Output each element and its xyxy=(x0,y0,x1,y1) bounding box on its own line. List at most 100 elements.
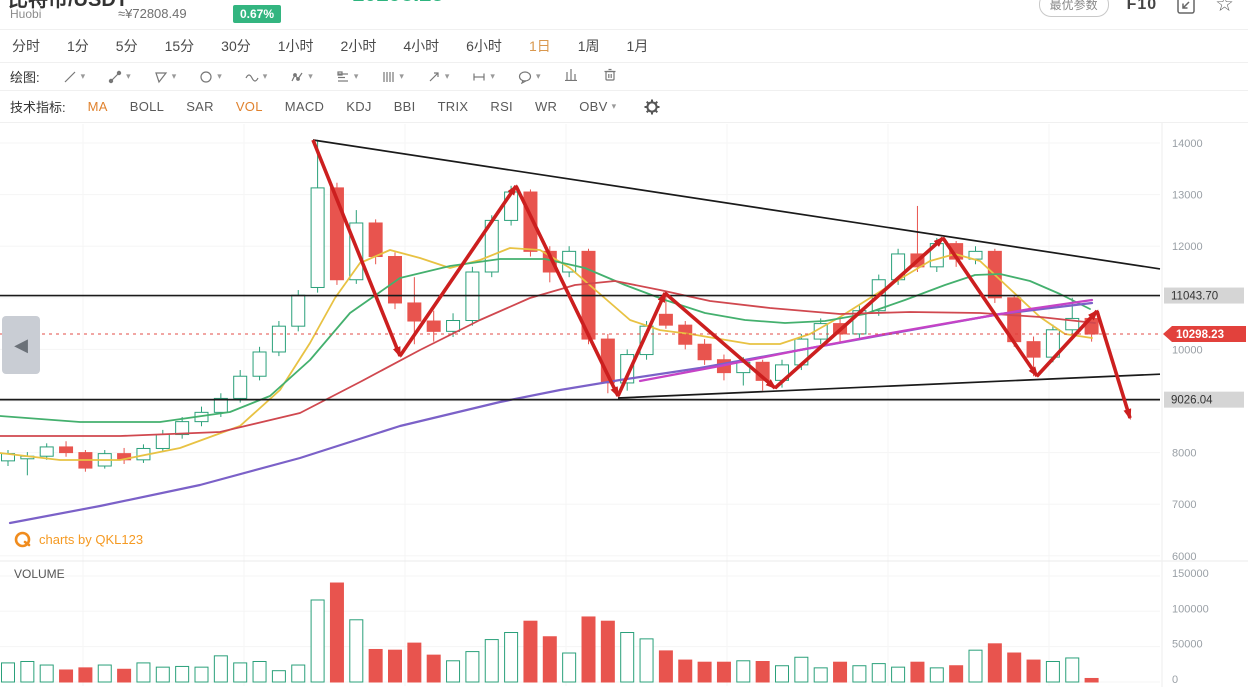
timeframe-tab-分时[interactable]: 分时 xyxy=(12,38,40,54)
svg-text:100000: 100000 xyxy=(1172,603,1209,615)
chevron-down-icon: ▾ xyxy=(217,71,222,81)
chevron-down-icon: ▾ xyxy=(126,71,131,81)
svg-text:7000: 7000 xyxy=(1172,499,1196,511)
svg-text:13000: 13000 xyxy=(1172,190,1203,202)
wave-tool[interactable]: ▾ xyxy=(238,70,275,84)
pair-title: 比特币/USDT xyxy=(8,0,128,11)
indicator-sar[interactable]: SAR xyxy=(186,99,214,114)
timeframe-tab-1月[interactable]: 1月 xyxy=(626,38,649,54)
line-tool[interactable]: ▾ xyxy=(56,70,93,84)
timeframe-tab-5分[interactable]: 5分 xyxy=(115,38,138,54)
svg-text:10298.23: 10298.23 xyxy=(1176,329,1224,341)
indicator-rsi[interactable]: RSI xyxy=(490,99,513,114)
ma-line-MA-long xyxy=(8,301,1094,525)
svg-text:50000: 50000 xyxy=(1172,639,1203,651)
ma-line-MA-slow xyxy=(0,280,1096,437)
svg-text:11043.70: 11043.70 xyxy=(1171,291,1218,303)
zigzag-arrow xyxy=(941,236,1039,378)
chart-area[interactable]: 14000 13000 12000 10000 8000 7000 6000 150000 10… xyxy=(0,123,1248,687)
f10-button[interactable]: F10 xyxy=(1126,0,1158,13)
chevron-down-icon: ▾ xyxy=(353,71,359,81)
favorite-star-icon[interactable]: ☆ xyxy=(1215,0,1234,16)
symbol-header: 比特币/USDT Huobi 10298.23 ≈¥72808.49 0.67%… xyxy=(0,0,1248,30)
zigzag-arrow xyxy=(1035,309,1099,378)
pan-left-handle[interactable]: ◀ xyxy=(2,316,40,374)
chevron-down-icon: ▾ xyxy=(535,71,541,81)
indicator-obv[interactable]: OBV ▾ xyxy=(579,99,617,114)
ma-line-MA-mid xyxy=(0,258,1091,423)
zigzag-arrow xyxy=(1095,310,1132,420)
timeframe-tab-1周[interactable]: 1周 xyxy=(577,38,600,54)
svg-text:6000: 6000 xyxy=(1172,551,1196,563)
candlestick-chart[interactable]: 14000 13000 12000 10000 8000 7000 6000 150000 10… xyxy=(0,123,1248,687)
timeframe-tab-4小时[interactable]: 4小时 xyxy=(403,38,440,54)
timeframe-tab-1分[interactable]: 1分 xyxy=(67,38,89,54)
indicator-trix[interactable]: TRIX xyxy=(437,99,469,114)
volume-pane-label: VOLUME xyxy=(14,567,65,581)
timeframe-tab-1日[interactable]: 1日 xyxy=(528,38,551,54)
change-badge: 0.67% xyxy=(233,5,282,23)
callout-tool[interactable]: ▾ xyxy=(511,70,548,84)
last-price: 10298.23 xyxy=(352,0,444,7)
circle-tool[interactable]: ▾ xyxy=(192,70,229,84)
chevron-down-icon: ▾ xyxy=(80,71,86,81)
watermark: charts by QKL123 xyxy=(14,531,143,548)
indicator-bbi[interactable]: BBI xyxy=(393,99,416,114)
exchange-name: Huobi xyxy=(10,7,42,21)
chevron-down-icon: ▾ xyxy=(611,101,617,111)
zigzag-arrow xyxy=(311,139,402,358)
chevron-down-icon: ▾ xyxy=(444,71,450,81)
optimal-params-button[interactable]: 最优参数 xyxy=(1038,0,1109,17)
trash-icon[interactable] xyxy=(595,67,625,86)
ma-line-MA-xlong xyxy=(638,298,1094,383)
cny-price: ≈¥72808.49 xyxy=(118,6,187,21)
indicator-bar: 技术指标: MA BOLL SAR VOL MACD KDJ BBI TRIX RSI WR OBV… xyxy=(0,91,1248,123)
zigzag-arrow xyxy=(398,184,518,358)
zigzag-arrow xyxy=(616,291,667,397)
axis-badge-gray: 11043.70 xyxy=(1164,287,1244,304)
timeframe-tab-2小时[interactable]: 2小时 xyxy=(340,38,377,54)
drawing-label: 绘图: xyxy=(10,70,40,85)
indicator-boll[interactable]: BOLL xyxy=(129,99,165,114)
annotation-tool[interactable]: ▾ xyxy=(329,70,366,84)
indicator-ma[interactable]: MA xyxy=(87,99,108,114)
axis-badge-gray: 9026.04 xyxy=(1164,391,1244,408)
indicator-wr[interactable]: WR xyxy=(534,99,558,114)
grid-lines-tool[interactable]: ▾ xyxy=(374,70,411,84)
timeframe-tab-15分[interactable]: 15分 xyxy=(164,38,195,54)
svg-text:10000: 10000 xyxy=(1172,344,1203,356)
timeframe-tab-30分[interactable]: 30分 xyxy=(221,38,251,54)
indicators-label: 技术指标: xyxy=(10,100,66,115)
volume-bars xyxy=(1,582,1099,683)
indicator-macd[interactable]: MACD xyxy=(284,99,325,114)
chevron-down-icon: ▾ xyxy=(262,71,268,81)
trend-line xyxy=(312,139,1161,270)
indicator-vol[interactable]: VOL xyxy=(235,99,263,114)
svg-text:9026.04: 9026.04 xyxy=(1171,395,1213,407)
timeframe-tab-6小时[interactable]: 6小时 xyxy=(466,38,502,54)
zigzag-arrow xyxy=(663,291,777,390)
zigzag-arrow xyxy=(773,236,945,390)
timeframe-tab-1小时[interactable]: 1小时 xyxy=(277,38,314,54)
fullscreen-icon[interactable] xyxy=(1175,0,1197,16)
indicator-settings-gear-icon[interactable] xyxy=(644,99,660,115)
chevron-down-icon: ▾ xyxy=(308,71,313,81)
chevron-down-icon: ▾ xyxy=(171,71,177,81)
drawing-toolbar: 绘图: ▾ ▾ ▾ ▾ ▾ ▾ ▾ ▾ ▾ ▾ ▾ xyxy=(0,63,1248,91)
svg-text:150000: 150000 xyxy=(1172,568,1209,580)
stats-icon[interactable] xyxy=(556,67,586,86)
svg-text:14000: 14000 xyxy=(1172,138,1203,150)
candles xyxy=(1,139,1099,476)
shape-tool[interactable]: ▾ xyxy=(147,70,184,84)
ma-line-MA-fast xyxy=(0,247,1093,461)
indicator-kdj[interactable]: KDJ xyxy=(346,99,372,114)
svg-text:12000: 12000 xyxy=(1172,241,1203,253)
timeframe-bar: 分时 1分 5分 15分 30分 1小时 2小时 4小时 6小时 1日 1周 1月 xyxy=(0,30,1248,63)
measure-tool[interactable]: ▾ xyxy=(465,70,502,84)
svg-text:0: 0 xyxy=(1172,674,1178,686)
polyline-tool[interactable]: ▾ xyxy=(101,70,138,84)
arrow-tool[interactable]: ▾ xyxy=(420,70,457,84)
current-price-badge: 10298.23 xyxy=(1163,326,1246,343)
pattern-tool[interactable]: ▾ xyxy=(283,70,320,84)
